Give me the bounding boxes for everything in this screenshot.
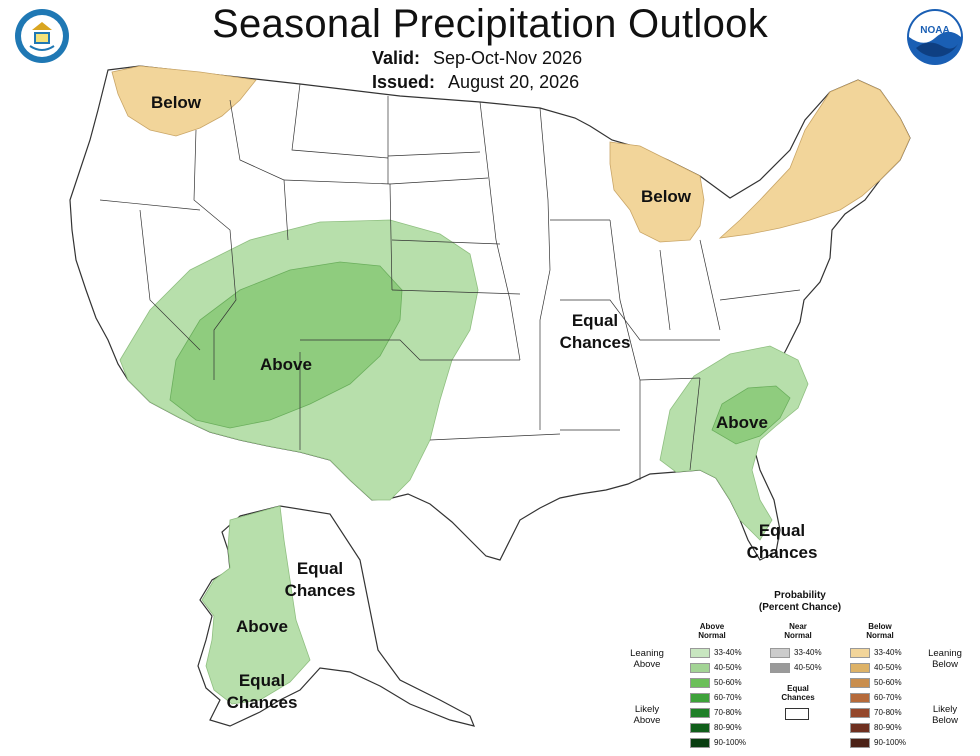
label-above-alaska: Above <box>236 617 288 636</box>
legend-near-range-label: 40-50% <box>794 663 822 672</box>
legend-above-range-label: 70-80% <box>714 708 742 717</box>
legend-head-above: Above Normal <box>682 622 742 640</box>
label-equal-alaska-2: Chances <box>285 581 356 600</box>
legend-leaning-above: Leaning Above <box>622 648 672 670</box>
legend-leaning-below: Leaning Below <box>920 648 970 670</box>
legend-leaning-above-2: Above <box>633 659 661 670</box>
legend-above-range-label: 80-90% <box>714 723 742 732</box>
legend-head-below-2: Normal <box>866 631 894 640</box>
state-boundaries <box>99 83 801 480</box>
commerce-seal-icon <box>15 9 69 63</box>
legend-below-swatch <box>850 708 870 718</box>
legend-likely-below-1: Likely <box>932 704 958 715</box>
legend-leaning-below-2: Below <box>932 659 958 670</box>
legend-above-range-label: 90-100% <box>714 738 747 747</box>
legend-above-swatch <box>690 678 710 688</box>
legend-equal-2: Chances <box>781 693 815 702</box>
legend-above-range-label: 40-50% <box>714 663 742 672</box>
legend-above-swatch <box>690 648 710 658</box>
legend-head-near-1: Near <box>789 622 807 631</box>
legend-title-line-1: Probability <box>774 590 826 601</box>
above-southwest-inner <box>169 261 403 429</box>
below-great-lakes <box>609 141 705 243</box>
legend-near-swatch <box>770 663 790 673</box>
label-above-southwest: Above <box>260 355 312 374</box>
legend-below-range-label: 90-100% <box>874 738 907 747</box>
legend-below-range-label: 70-80% <box>874 708 902 717</box>
label-below-pacific-nw: Below <box>151 93 202 112</box>
above-southeast-inner <box>711 385 791 445</box>
legend-equal-chances: Equal Chances <box>768 684 828 702</box>
noaa-logo-text: NOAA <box>920 25 949 36</box>
label-equal-alaska-south-2: Chances <box>227 693 298 712</box>
legend-equal-1: Equal <box>787 684 809 693</box>
issued-value: August 20, 2026 <box>448 72 580 92</box>
legend-likely-below-2: Below <box>932 715 958 726</box>
legend-likely-above-2: Above <box>633 715 661 726</box>
region-labels: Below Below Above Equal Chances Above Eq… <box>151 93 817 712</box>
legend-above-range-label: 60-70% <box>714 693 742 702</box>
label-equal-alaska-1: Equal <box>297 559 343 578</box>
legend-near-range-label: 33-40% <box>794 648 822 657</box>
valid-value: Sep-Oct-Nov 2026 <box>433 48 583 68</box>
legend-below-range-label: 33-40% <box>874 648 902 657</box>
legend-likely-above-1: Likely <box>634 704 660 715</box>
legend-likely-above: Likely Above <box>622 704 672 726</box>
legend-below-range-label: 40-50% <box>874 663 902 672</box>
legend-head-below-1: Below <box>868 622 892 631</box>
legend-head-above-2: Normal <box>698 631 726 640</box>
above-alaska <box>201 505 311 705</box>
legend-above-range-label: 33-40% <box>714 648 742 657</box>
legend-likely-below: Likely Below <box>920 704 970 726</box>
legend-below-swatch <box>850 663 870 673</box>
valid-label: Valid: <box>372 48 421 68</box>
legend-below-swatch <box>850 723 870 733</box>
label-equal-florida-1: Equal <box>759 521 805 540</box>
legend-head-near: Near Normal <box>768 622 828 640</box>
legend-below-swatch <box>850 678 870 688</box>
legend-below-swatch <box>850 693 870 703</box>
below-pacific-northwest <box>111 65 257 137</box>
legend-head-near-2: Normal <box>784 631 812 640</box>
label-above-southeast: Above <box>716 413 768 432</box>
label-equal-alaska-south-1: Equal <box>239 671 285 690</box>
issued-line: Issued: August 20, 2026 <box>372 72 579 93</box>
legend-below-range-label: 50-60% <box>874 678 902 687</box>
legend-head-below: Below Normal <box>850 622 910 640</box>
legend-near-swatch <box>770 648 790 658</box>
legend-below-swatch <box>850 648 870 658</box>
legend-above-swatch <box>690 693 710 703</box>
legend-above-range-label: 50-60% <box>714 678 742 687</box>
issued-label: Issued: <box>372 72 436 92</box>
legend-title-line-2: (Percent Chance) <box>758 602 842 613</box>
noaa-logo-icon: NOAA <box>907 9 963 65</box>
legend-above-swatch <box>690 708 710 718</box>
legend-above-swatch <box>690 738 710 748</box>
valid-line: Valid: Sep-Oct-Nov 2026 <box>372 48 582 69</box>
legend-above-swatch <box>690 723 710 733</box>
label-equal-central-2: Chances <box>560 333 631 352</box>
legend-below-range-label: 80-90% <box>874 723 902 732</box>
legend-below-range-label: 60-70% <box>874 693 902 702</box>
legend-leaning-above-1: Leaning <box>630 648 664 659</box>
legend-title: Probability (Percent Chance) <box>720 590 880 614</box>
probability-legend: Probability (Percent Chance) Above Norma… <box>620 588 980 756</box>
legend-leaning-below-1: Leaning <box>928 648 962 659</box>
label-equal-florida-2: Chances <box>747 543 818 562</box>
legend-head-above-1: Above <box>699 622 725 631</box>
legend-equal-swatch <box>785 708 809 720</box>
page-title: Seasonal Precipitation Outlook <box>212 2 768 46</box>
legend-below-swatch <box>850 738 870 748</box>
legend-above-swatch <box>690 663 710 673</box>
below-northeast <box>718 79 911 239</box>
label-below-great-lakes: Below <box>641 187 692 206</box>
label-equal-central-1: Equal <box>572 311 618 330</box>
